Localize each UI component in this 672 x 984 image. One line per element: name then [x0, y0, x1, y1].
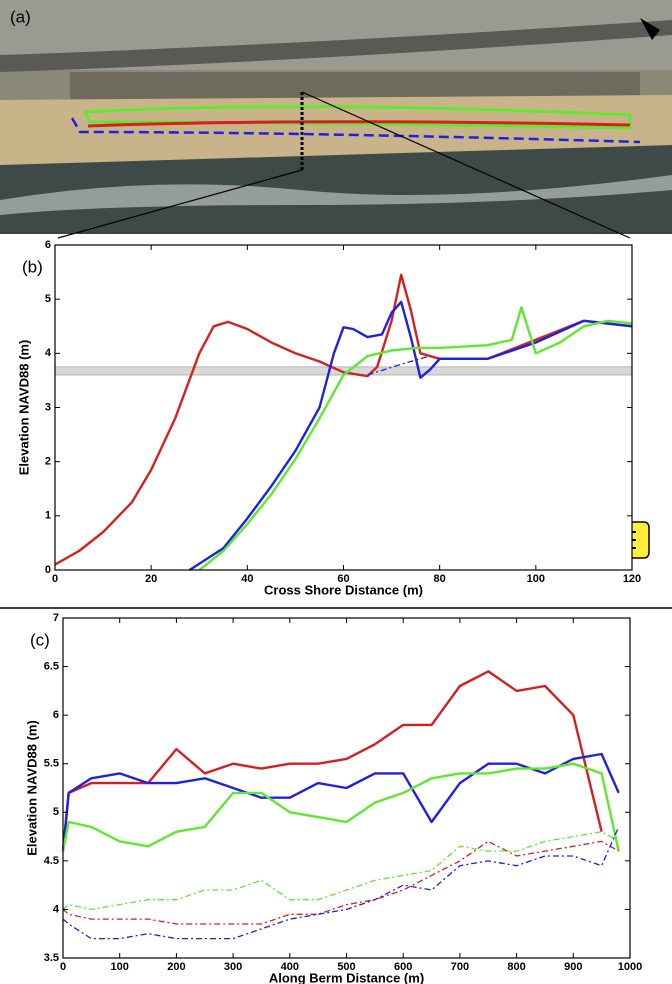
y-tick-label: 4.5: [44, 855, 59, 867]
x-tick-label: 300: [224, 961, 242, 973]
y-tick-label: 5: [53, 806, 59, 818]
y-tick-label: 6: [53, 709, 59, 721]
data-line: [61, 670, 603, 852]
panel-label: (c): [30, 630, 50, 649]
y-axis-title: Elevation NAVD88 (m): [24, 720, 39, 856]
y-tick-label: 3.5: [44, 952, 59, 964]
x-tick-label: 600: [394, 961, 412, 973]
x-tick-label: 400: [281, 961, 299, 973]
data-line: [188, 300, 633, 572]
aerial-photo: [0, 0, 672, 239]
x-tick-label: 40: [241, 573, 253, 585]
y-tick-label: 1: [45, 510, 51, 522]
data-line: [198, 306, 633, 571]
x-tick-label: 100: [111, 961, 129, 973]
y-tick-label: 4: [45, 347, 52, 359]
y-tick-label: 5: [45, 293, 51, 305]
data-line: [62, 826, 620, 940]
y-tick-label: 6: [45, 239, 51, 251]
x-tick-label: 200: [167, 961, 185, 973]
y-tick-label: 0: [45, 564, 51, 576]
y-tick-label: 3: [45, 401, 51, 413]
x-tick-label: 1000: [618, 961, 642, 973]
data-line: [61, 762, 620, 852]
x-tick-label: 0: [60, 961, 66, 973]
panel-label: (b): [22, 257, 43, 276]
x-tick-label: 60: [337, 573, 349, 585]
plot-area: [55, 245, 632, 570]
x-axis-title: Along Berm Distance (m): [269, 970, 424, 984]
x-tick-label: 20: [145, 573, 157, 585]
y-axis-title: Elevation NAVD88 (m): [16, 340, 31, 476]
x-tick-label: 800: [507, 961, 525, 973]
x-tick-label: 80: [434, 573, 446, 585]
x-tick-label: 700: [451, 961, 469, 973]
x-tick-label: 900: [564, 961, 582, 973]
y-tick-label: 4: [53, 903, 60, 915]
y-tick-label: 2: [45, 456, 51, 468]
y-tick-label: 7: [53, 612, 59, 624]
x-tick-label: 500: [337, 961, 355, 973]
data-line: [62, 840, 620, 925]
x-tick-label: 120: [623, 573, 641, 585]
x-tick-label: 0: [52, 573, 58, 585]
data-line: [62, 831, 620, 911]
panel-label: (a): [10, 7, 31, 26]
y-tick-label: 6.5: [44, 660, 59, 672]
x-axis-title: Cross Shore Distance (m): [264, 582, 423, 597]
y-tick-label: 5.5: [44, 758, 59, 770]
x-tick-label: 100: [527, 573, 545, 585]
